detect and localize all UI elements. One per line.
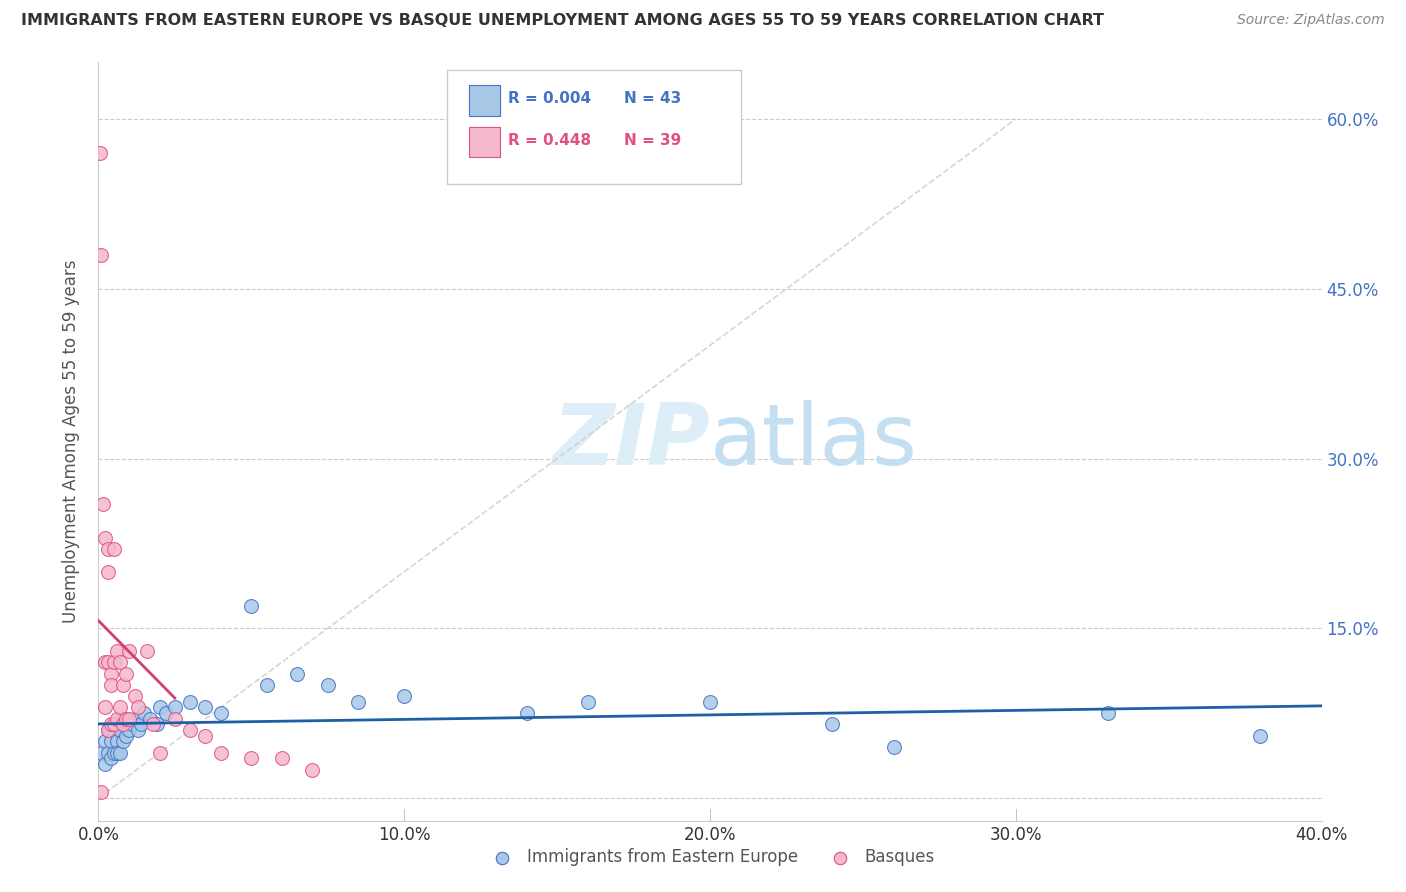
Point [194,729,217,743]
Point [118,644,141,658]
Point [97,655,120,669]
Bar [470,127,499,157]
Point [127,723,149,738]
Point [209,746,232,760]
Point [129,717,152,731]
Point [883,740,905,755]
Point [576,695,599,709]
Point [127,700,149,714]
Point [149,746,172,760]
Point [108,723,131,738]
Point [392,689,416,703]
Text: ZIP: ZIP [553,400,710,483]
Point [105,712,128,726]
Point [97,542,120,557]
Point [115,712,138,726]
Point [179,695,201,709]
Point [124,689,146,703]
FancyBboxPatch shape [447,70,741,184]
Point [108,700,131,714]
Bar [470,86,499,116]
Point [347,695,370,709]
Point [134,706,156,720]
Point [111,712,134,726]
Point [100,678,122,692]
Point [103,723,125,738]
Point [209,706,232,720]
Point [115,729,138,743]
Point [179,723,201,738]
Point [103,542,125,557]
Point [97,723,120,738]
Point [285,666,308,681]
Point [1097,706,1119,720]
Point [90,248,112,262]
Point [93,531,115,545]
Point [90,785,112,799]
Point [103,717,125,731]
Point [108,746,131,760]
Point [1249,729,1271,743]
Point [115,666,138,681]
Point [97,723,120,738]
Point [93,655,115,669]
Point [100,751,122,765]
Point [240,599,263,613]
Point [124,712,146,726]
Point [149,700,172,714]
Point [139,712,162,726]
Point [163,700,186,714]
Point [194,700,217,714]
Point [316,678,339,692]
Point [100,717,122,731]
Point [118,712,141,726]
Legend: Immigrants from Eastern Europe, Basques: Immigrants from Eastern Europe, Basques [478,842,942,873]
Point [145,717,167,731]
Point [111,717,134,731]
Point [256,678,278,692]
Text: Source: ZipAtlas.com: Source: ZipAtlas.com [1237,13,1385,28]
Point [89,145,111,160]
Y-axis label: Unemployment Among Ages 55 to 59 years: Unemployment Among Ages 55 to 59 years [62,260,80,624]
Point [105,746,128,760]
Point [93,700,115,714]
Point [93,734,115,748]
Point [163,712,186,726]
Point [97,565,120,579]
Point [155,706,177,720]
Point [270,751,292,765]
Point [103,746,125,760]
Text: atlas: atlas [710,400,918,483]
Text: IMMIGRANTS FROM EASTERN EUROPE VS BASQUE UNEMPLOYMENT AMONG AGES 55 TO 59 YEARS : IMMIGRANTS FROM EASTERN EUROPE VS BASQUE… [21,13,1104,29]
Point [97,746,120,760]
Point [91,497,114,511]
Point [121,717,143,731]
Text: R = 0.004: R = 0.004 [508,91,592,106]
Point [111,678,134,692]
Point [108,655,131,669]
Point [821,717,844,731]
Point [301,763,323,777]
Text: N = 43: N = 43 [624,91,682,106]
Point [136,644,159,658]
Point [142,717,165,731]
Point [93,757,115,772]
Point [240,751,263,765]
Point [100,666,122,681]
Point [516,706,538,720]
Text: N = 39: N = 39 [624,133,682,148]
Point [90,746,112,760]
Point [105,734,128,748]
Text: R = 0.448: R = 0.448 [508,133,592,148]
Point [111,734,134,748]
Point [105,644,128,658]
Point [103,655,125,669]
Point [118,723,141,738]
Point [699,695,721,709]
Point [100,734,122,748]
